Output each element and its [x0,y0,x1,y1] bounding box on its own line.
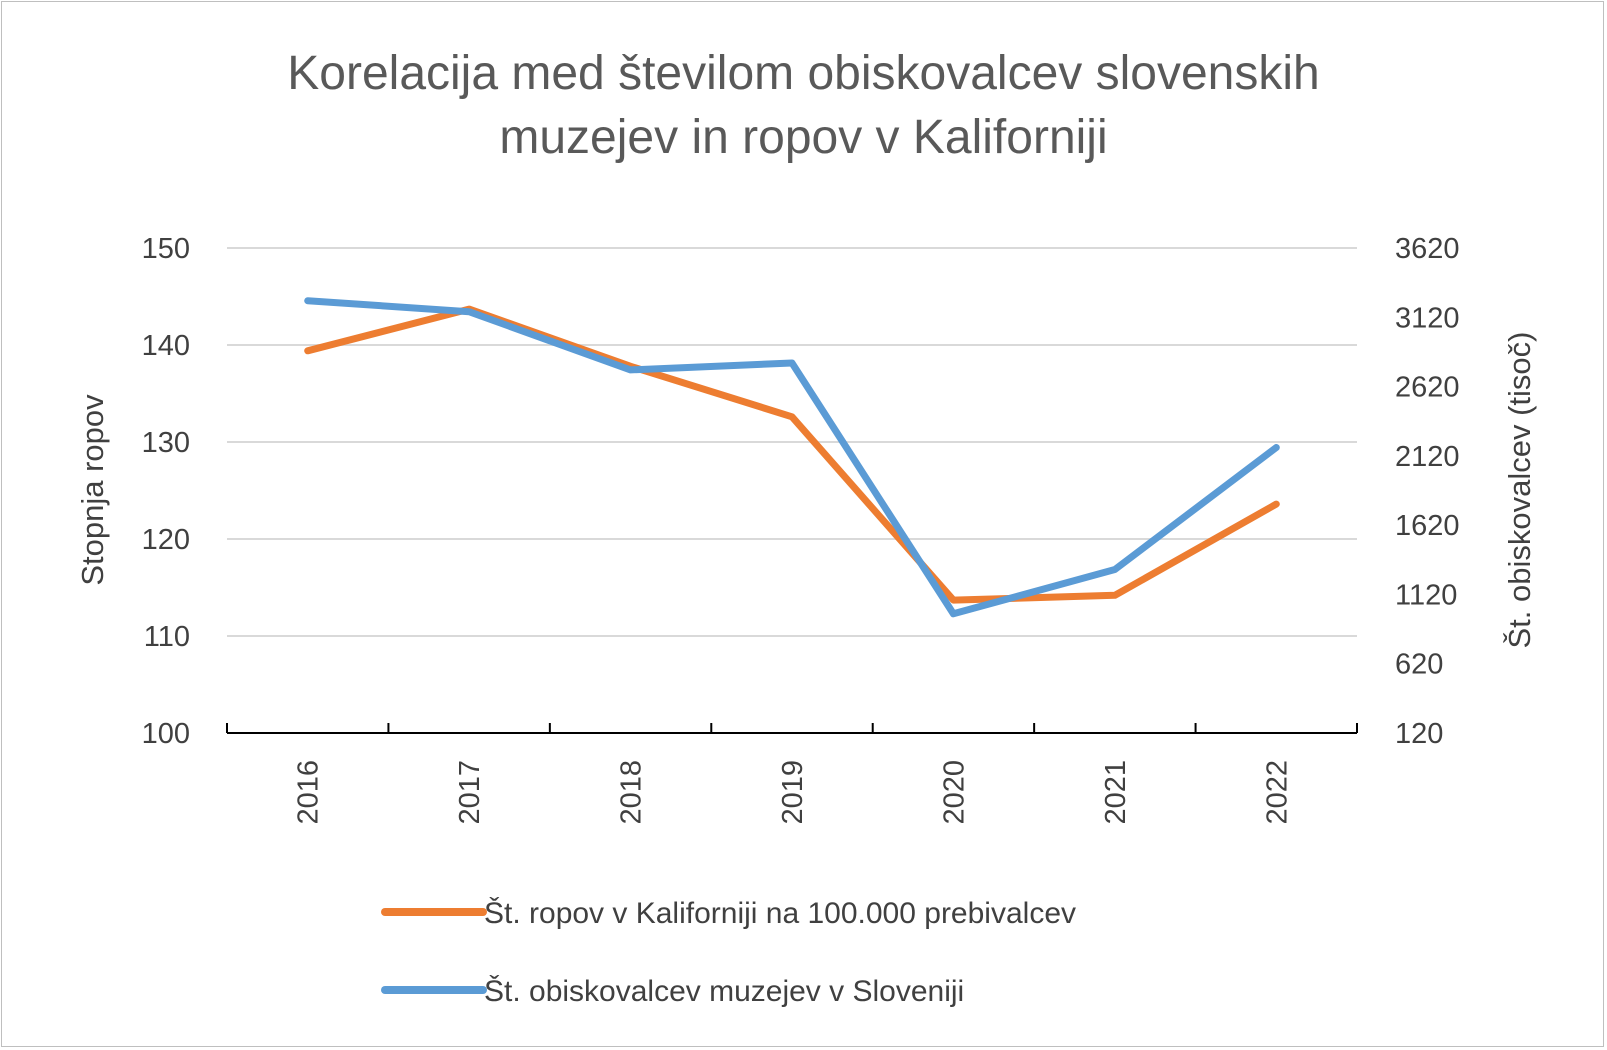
chart-title-line-2: muzejev in ropov v Kaliforniji [499,111,1108,164]
series-line-2 [304,297,1280,618]
x-tick-label: 2022 [1261,760,1293,825]
x-tick-label: 2017 [454,760,486,825]
x-tick-label: 2016 [293,760,325,825]
y-right-tick-label: 620 [1395,649,1443,681]
y-left-tick-label: 100 [142,718,190,750]
y-left-axis-title: Stopnja ropov [75,394,110,586]
y-right-tick-label: 1120 [1395,579,1457,611]
y-left-tick-label: 130 [142,427,190,459]
y-right-tick-label: 3120 [1395,302,1460,334]
legend-label-1: Št. ropov v Kaliforniji na 100.000 prebi… [484,896,1076,930]
y-right-tick-label: 1620 [1395,510,1460,542]
legend-label-2: Št. obiskovalcev muzejev v Sloveniji [484,974,964,1008]
x-tick-label: 2020 [938,760,970,825]
y-left-tick-label: 140 [142,330,190,362]
x-tick-label: 2018 [616,760,648,825]
x-tick-label: 2019 [777,760,809,825]
chart-title-line-1: Korelacija med številom obiskovalcev slo… [287,47,1320,100]
y-right-tick-label: 2120 [1395,441,1460,473]
y-left-tick-label: 150 [142,233,190,265]
y-left-tick-label: 120 [142,524,190,556]
chart-title: Korelacija med številom obiskovalcev slo… [0,42,1607,170]
y-right-axis-title: Št. obiskovalcev (tisoč) [1502,332,1537,649]
y-left-tick-label: 110 [144,621,190,653]
y-right-tick-label: 3620 [1395,233,1460,265]
x-tick-label: 2021 [1100,760,1132,825]
y-right-tick-label: 2620 [1395,372,1460,404]
y-right-tick-label: 120 [1395,718,1443,750]
